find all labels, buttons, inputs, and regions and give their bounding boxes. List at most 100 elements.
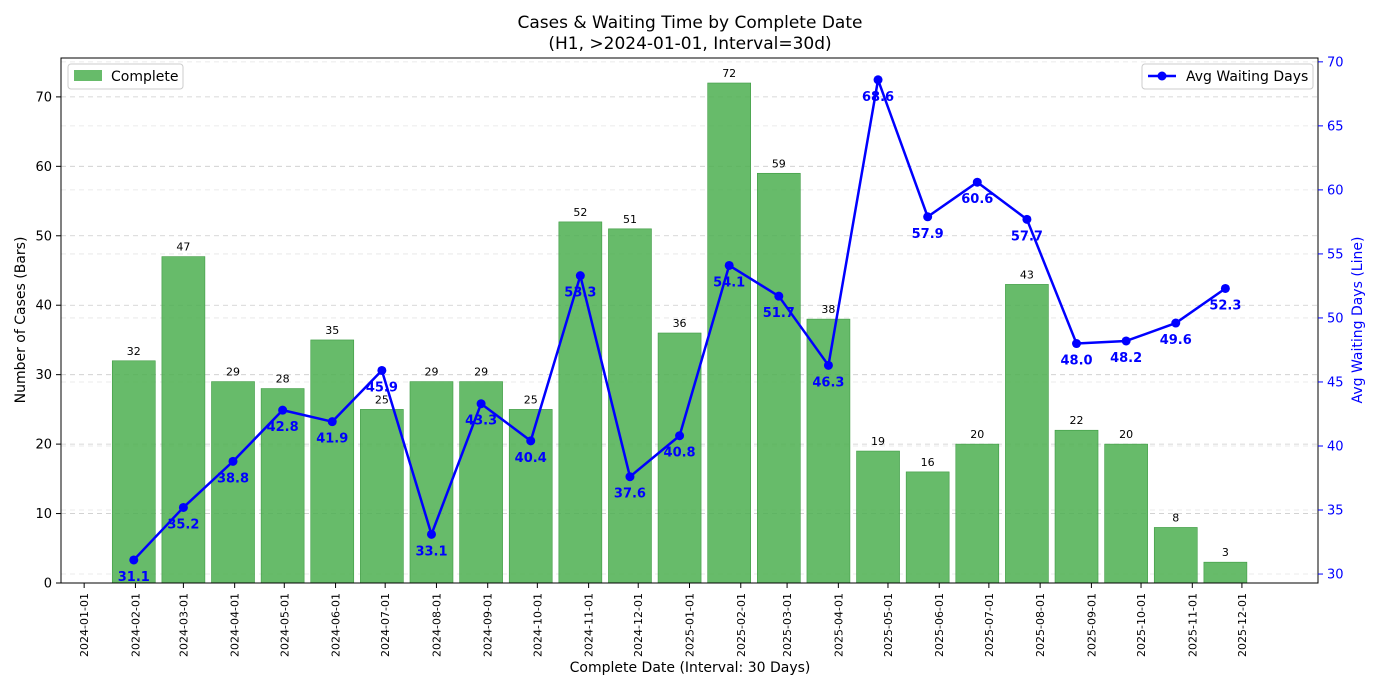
- x-tick-label-12: 2025-01-01: [684, 593, 697, 657]
- x-tick-label-8: 2024-09-01: [482, 593, 495, 657]
- bar-9: [558, 221, 603, 584]
- right-tick-label-4: 50: [1327, 311, 1344, 326]
- x-axis: 2024-01-01 2024-02-01 2024-03-01 2024-04-01…: [78, 583, 1249, 657]
- line-label-20: 48.2: [1110, 351, 1142, 366]
- line-point-8: [526, 436, 536, 446]
- bar-label-9: 52: [573, 206, 587, 219]
- line-label-21: 49.6: [1160, 333, 1192, 348]
- x-tick-label-5: 2024-06-01: [330, 593, 343, 657]
- left-tick-label-2: 20: [35, 438, 52, 453]
- bar-label-21: 8: [1172, 511, 1179, 524]
- right-axis: 30 35 40 45 50 55 60 65 70: [1318, 55, 1344, 583]
- line-point-16: [923, 212, 933, 222]
- left-tick-label-7: 70: [35, 90, 52, 105]
- x-tick-label-6: 2024-07-01: [379, 593, 392, 657]
- line-point-18: [1022, 214, 1032, 224]
- line-point-2: [228, 456, 238, 466]
- bar-15: [856, 450, 900, 584]
- bar-22: [1203, 561, 1248, 584]
- line-point-22: [1220, 283, 1230, 293]
- line-point-15: [873, 75, 883, 85]
- line-point-1: [178, 502, 188, 512]
- line-point-7: [476, 399, 486, 409]
- line-label-6: 33.1: [415, 544, 447, 559]
- bar-label-8: 25: [524, 393, 538, 406]
- bar-19: [1054, 429, 1099, 584]
- bar-label-4: 35: [325, 324, 339, 337]
- line-label-22: 52.3: [1209, 298, 1241, 313]
- line-point-12: [724, 260, 734, 270]
- line-label-8: 40.4: [515, 451, 547, 466]
- bar-label-13: 59: [772, 157, 786, 170]
- line-label-12: 54.1: [713, 275, 745, 290]
- line-label-17: 60.6: [961, 192, 993, 207]
- legend-waiting-marker: [1157, 71, 1167, 81]
- bar-label-18: 43: [1020, 268, 1034, 281]
- line-label-2: 38.8: [217, 471, 249, 486]
- right-tick-label-2: 40: [1327, 439, 1344, 454]
- line-point-21: [1171, 318, 1181, 328]
- bar-label-7: 29: [474, 366, 488, 379]
- x-tick-label-22: 2025-11-01: [1186, 593, 1199, 657]
- bar-11: [657, 332, 702, 584]
- bar-label-20: 20: [1119, 428, 1133, 441]
- line-point-5: [377, 365, 387, 375]
- bar-16: [905, 471, 950, 584]
- chart-title: Cases & Waiting Time by Complete Date: [518, 13, 863, 33]
- line-point-17: [972, 177, 982, 187]
- left-tick-label-3: 30: [35, 368, 52, 383]
- right-tick-label-8: 70: [1327, 55, 1344, 70]
- line-point-6: [426, 529, 436, 539]
- legend-complete: Complete: [67, 63, 184, 90]
- bar-label-3: 28: [276, 373, 290, 386]
- line-point-19: [1072, 339, 1082, 349]
- left-tick-label-5: 50: [35, 229, 52, 244]
- x-tick-label-14: 2025-03-01: [781, 593, 794, 657]
- line-labels: 31.1 35.2 38.8 42.8 41.9 45.9 33.1 43.3 40.4 53.3…: [118, 90, 1242, 585]
- bar-6: [409, 381, 454, 584]
- x-tick-label-4: 2024-05-01: [278, 593, 291, 657]
- x-tick-label-0: 2024-01-01: [78, 593, 91, 657]
- line-label-0: 31.1: [118, 570, 150, 585]
- legend-waiting: Avg Waiting Days: [1141, 63, 1314, 90]
- bar-label-12: 72: [722, 67, 736, 80]
- x-tick-label-2: 2024-03-01: [177, 593, 190, 657]
- right-tick-label-5: 55: [1327, 247, 1344, 262]
- bar-3: [260, 388, 305, 584]
- line-label-7: 43.3: [465, 414, 497, 429]
- y-axis-right-label: Avg Waiting Days (Line): [1350, 237, 1366, 404]
- bar-label-5: 25: [375, 393, 389, 406]
- bar-label-22: 3: [1222, 546, 1229, 559]
- line-series: [129, 75, 1230, 565]
- x-axis-label: Complete Date (Interval: 30 Days): [570, 660, 811, 676]
- bar-label-11: 36: [673, 317, 687, 330]
- x-tick-label-7: 2024-08-01: [430, 593, 443, 657]
- line-label-4: 41.9: [316, 432, 348, 447]
- line-point-4: [327, 417, 337, 427]
- bar-12: [707, 82, 751, 584]
- line-point-0: [129, 555, 139, 565]
- left-axis: 0 10 20 30 40 50 60 70: [35, 90, 61, 592]
- bar-20: [1104, 443, 1148, 584]
- line-label-3: 42.8: [267, 420, 299, 435]
- bar-label-10: 51: [623, 213, 637, 226]
- x-tick-label-11: 2024-12-01: [632, 593, 645, 657]
- y-axis-left-label: Number of Cases (Bars): [13, 237, 29, 404]
- line-label-10: 37.6: [614, 487, 646, 502]
- x-tick-label-9: 2024-10-01: [531, 593, 544, 657]
- line-label-11: 40.8: [664, 446, 696, 461]
- bar-21: [1153, 527, 1198, 584]
- bars: [111, 82, 1248, 584]
- line-point-20: [1121, 336, 1131, 346]
- legend-waiting-box: [1141, 63, 1314, 90]
- right-tick-label-0: 30: [1327, 568, 1344, 583]
- legend-complete-label: Complete: [111, 69, 178, 85]
- bar-10: [608, 228, 652, 584]
- x-tick-label-1: 2024-02-01: [129, 593, 142, 657]
- line-point-11: [675, 431, 685, 441]
- bar-4: [310, 339, 355, 584]
- left-tick-label-0: 0: [44, 577, 52, 592]
- line-point-3: [278, 405, 288, 415]
